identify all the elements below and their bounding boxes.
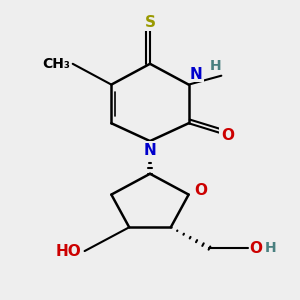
Text: N: N — [144, 142, 156, 158]
Text: O: O — [250, 241, 262, 256]
Text: N: N — [190, 67, 203, 82]
Text: H: H — [264, 241, 276, 255]
Text: O: O — [221, 128, 234, 142]
Text: CH₃: CH₃ — [42, 57, 70, 71]
Text: O: O — [195, 183, 208, 198]
Text: S: S — [145, 15, 155, 30]
Text: HO: HO — [56, 244, 82, 259]
Text: H: H — [209, 59, 221, 73]
